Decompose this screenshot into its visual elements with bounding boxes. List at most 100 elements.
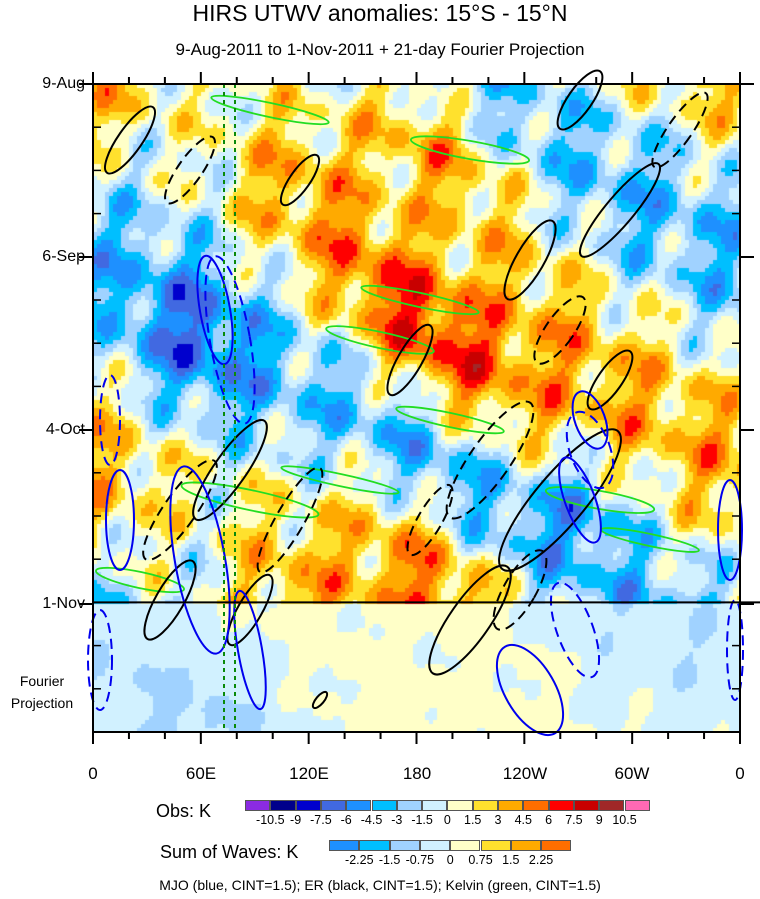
er-positive-contour bbox=[503, 219, 557, 301]
colorbar-swatch bbox=[498, 800, 524, 811]
colorbar-swatch bbox=[245, 800, 271, 811]
colorbar-swatch bbox=[599, 800, 625, 811]
kelvin-contour bbox=[360, 284, 480, 316]
colorbar-swatch bbox=[371, 800, 397, 811]
y-tick-label: 1-Nov bbox=[42, 595, 85, 612]
colorbar-tick-label: 2.25 bbox=[528, 853, 554, 867]
er-positive-contour bbox=[192, 419, 268, 521]
mjo-negative-contour bbox=[726, 599, 744, 701]
er-positive-contour bbox=[279, 153, 321, 207]
x-tick-label: 60E bbox=[185, 764, 217, 783]
mjo-positive-contour bbox=[558, 456, 602, 544]
kelvin-contour bbox=[280, 465, 400, 495]
er-negative-contour bbox=[164, 135, 216, 205]
colorbar-swatch bbox=[573, 800, 600, 811]
er-positive-contour bbox=[311, 690, 329, 710]
colorbar-swatch bbox=[389, 840, 420, 851]
colorbar-tick-label: -0.75 bbox=[405, 853, 435, 867]
mjo-positive-contour bbox=[169, 465, 231, 655]
er-negative-contour bbox=[492, 549, 548, 631]
colorbar-swatch bbox=[523, 800, 549, 811]
er-negative-contour bbox=[256, 466, 324, 574]
colorbar-swatch bbox=[624, 800, 650, 811]
mjo-positive-contour bbox=[105, 469, 135, 571]
er-negative-contour bbox=[406, 483, 454, 557]
x-tick-label: 120E bbox=[289, 764, 329, 783]
colorbar-tick-label: -9 bbox=[290, 813, 302, 827]
contour-legend: MJO (blue, CINT=1.5); ER (black, CINT=1.… bbox=[159, 877, 601, 893]
mjo-negative-contour bbox=[549, 581, 601, 679]
colorbar-tick-label: 0 bbox=[443, 813, 451, 827]
y-tick-label: 6-Sep bbox=[42, 248, 85, 265]
colorbar-swatch bbox=[510, 840, 542, 851]
colorbar-swatch bbox=[320, 800, 347, 811]
colorbar-tick-label: -1.5 bbox=[378, 853, 401, 867]
colorbar-tick-label: -7.5 bbox=[310, 813, 332, 827]
er-positive-contour bbox=[498, 428, 622, 572]
colorbar-swatch bbox=[450, 840, 481, 851]
colorbar-swatch bbox=[541, 840, 572, 851]
mjo-positive-contour bbox=[495, 643, 565, 737]
colorbar-tick-label: -3 bbox=[391, 813, 403, 827]
colorbar-tick-label: -2.25 bbox=[345, 853, 374, 867]
er-negative-contour bbox=[651, 91, 709, 169]
colorbar-swatch bbox=[447, 800, 473, 811]
er-positive-contour bbox=[226, 573, 274, 647]
colorbar-tick-label: -1.5 bbox=[411, 813, 433, 827]
colorbar-swatch bbox=[396, 800, 423, 811]
mjo-positive-contour bbox=[571, 390, 609, 450]
mjo-negative-contour bbox=[565, 410, 615, 490]
er-positive-contour bbox=[386, 323, 434, 397]
x-tick-label: 180 bbox=[402, 764, 432, 783]
colorbar-tick-label: 10.5 bbox=[612, 813, 637, 827]
er-negative-contour bbox=[445, 400, 535, 520]
er-negative-contour bbox=[533, 295, 587, 365]
colorbar-tick-label: 9 bbox=[595, 813, 603, 827]
x-tick-label: 120W bbox=[502, 764, 548, 783]
colorbar-swatch bbox=[346, 800, 372, 811]
colorbar-swatch bbox=[295, 800, 321, 811]
colorbar-tick-label: 0 bbox=[446, 853, 454, 867]
colorbar-tick-label: 3 bbox=[494, 813, 502, 827]
x-tick-label: 0 bbox=[88, 764, 98, 783]
chart-title: HIRS UTWV anomalies: 15°S - 15°N bbox=[192, 0, 568, 26]
colorbar-tick-label: 1.5 bbox=[502, 853, 520, 867]
er-positive-contour bbox=[104, 105, 156, 175]
er-positive-contour bbox=[586, 349, 634, 411]
obs-colorbar-title: Obs: K bbox=[156, 801, 212, 821]
colorbar-swatch bbox=[472, 800, 498, 811]
colorbar-tick-label: 0.75 bbox=[468, 853, 493, 867]
colorbar-swatch bbox=[329, 840, 360, 851]
er-negative-contour bbox=[142, 459, 218, 561]
mjo-positive-contour bbox=[196, 254, 234, 366]
projection-label: Fourier Projection bbox=[10, 673, 74, 711]
waves-colorbar-title: Sum of Waves: K bbox=[160, 842, 299, 862]
x-tick-label: 60W bbox=[614, 764, 650, 783]
colorbar-tick-label: -6 bbox=[340, 813, 352, 827]
chart-subtitle: 9-Aug-2011 to 1-Nov-2011 + 21-day Fourie… bbox=[175, 40, 585, 59]
mjo-positive-contour bbox=[233, 589, 267, 711]
x-tick-label: 0 bbox=[735, 764, 745, 783]
kelvin-contour bbox=[409, 135, 531, 165]
mjo-negative-contour bbox=[87, 609, 113, 711]
colorbar-tick-label: -10.5 bbox=[256, 813, 285, 827]
mjo-negative-contour bbox=[99, 374, 121, 466]
mjo-negative-contour bbox=[204, 255, 256, 425]
colorbar-tick-label: 1.5 bbox=[463, 813, 482, 827]
kelvin-contour bbox=[95, 566, 185, 594]
colorbar-tick-label: 7.5 bbox=[565, 813, 583, 827]
er-positive-contour bbox=[556, 69, 604, 131]
colorbar-swatch bbox=[422, 800, 448, 811]
colorbar-tick-label: 6 bbox=[545, 813, 553, 827]
er-positive-contour bbox=[143, 559, 197, 641]
kelvin-contour bbox=[210, 94, 330, 126]
y-tick-label: 4-Oct bbox=[45, 421, 85, 438]
y-tick-label: 9-Aug bbox=[42, 75, 85, 92]
er-positive-contour bbox=[428, 564, 512, 676]
kelvin-contour bbox=[180, 481, 320, 519]
kelvin-contour bbox=[600, 527, 700, 553]
colorbar-tick-label: -4.5 bbox=[360, 813, 383, 827]
er-positive-contour bbox=[578, 162, 662, 258]
